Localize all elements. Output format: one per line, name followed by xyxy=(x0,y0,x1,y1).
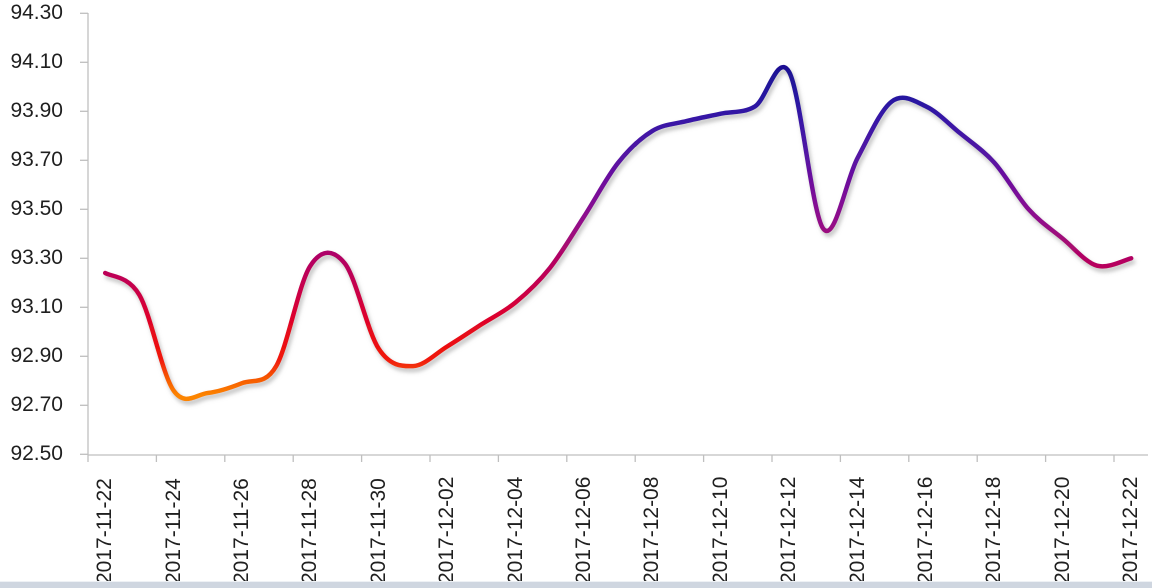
y-tick-label: 92.90 xyxy=(10,344,63,368)
x-tick-label: 2017-11-24 xyxy=(161,478,185,584)
x-tick-label: 2017-12-04 xyxy=(503,476,527,584)
x-tick-label: 2017-11-26 xyxy=(230,478,253,584)
y-tick-label: 92.70 xyxy=(10,393,63,417)
x-tick-label: 2017-12-20 xyxy=(1050,476,1074,584)
axis-ticks xyxy=(80,12,1115,462)
x-tick-label: 2017-12-16 xyxy=(914,476,937,584)
y-tick-label: 93.30 xyxy=(10,246,63,270)
y-tick-label: 94.30 xyxy=(10,1,63,25)
x-tick-label: 2017-12-10 xyxy=(708,476,732,584)
x-tick-label: 2017-12-08 xyxy=(640,476,664,584)
x-tick-label: 2017-12-18 xyxy=(982,476,1006,584)
x-tick-label: 2017-12-06 xyxy=(572,476,595,584)
y-tick-label: 93.10 xyxy=(10,295,63,319)
x-tick-label: 2017-12-22 xyxy=(1119,476,1143,584)
x-tick-label: 2017-11-28 xyxy=(298,478,322,584)
x-tick-label: 2017-12-14 xyxy=(845,476,869,584)
x-tick-label: 2017-12-12 xyxy=(777,476,801,584)
y-tick-label: 94.10 xyxy=(10,50,63,74)
y-tick-label: 93.90 xyxy=(10,99,63,123)
value-curve xyxy=(102,64,1134,402)
y-tick-label: 92.50 xyxy=(10,442,63,466)
window-bottom-edge-bar xyxy=(0,581,1152,588)
axes xyxy=(87,13,1148,456)
value-curve-path xyxy=(102,64,1134,402)
y-tick-label: 93.70 xyxy=(10,148,63,172)
x-tick-label: 2017-11-22 xyxy=(93,478,117,584)
x-tick-label: 2017-11-30 xyxy=(366,478,390,584)
y-tick-label: 93.50 xyxy=(10,197,63,221)
x-tick-label: 2017-12-02 xyxy=(435,476,459,584)
